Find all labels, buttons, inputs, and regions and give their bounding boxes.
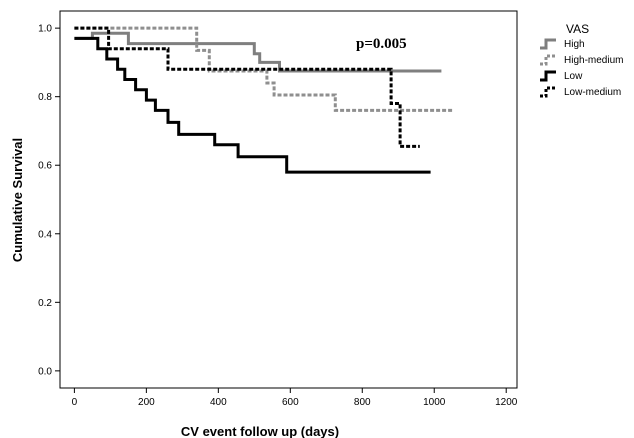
y-tick-label: 0.4 bbox=[38, 229, 52, 240]
x-tick-label: 400 bbox=[210, 397, 227, 408]
series-line-low bbox=[74, 36, 431, 174]
legend-swatch-high-medium bbox=[540, 54, 556, 66]
y-tick-label: 0.0 bbox=[38, 366, 52, 377]
legend-items: High High-medium Low Low-medium bbox=[540, 38, 623, 98]
x-tick-label: 1000 bbox=[423, 397, 446, 408]
series-line-low-medium bbox=[74, 26, 420, 148]
legend-label: High bbox=[564, 39, 585, 50]
plot-area-frame bbox=[59, 10, 518, 389]
p-value-annotation: p=0.005 bbox=[356, 36, 407, 52]
y-axis-title: Cumulative Survival bbox=[10, 138, 25, 262]
y-tick-label: 0.6 bbox=[38, 161, 52, 172]
x-tick-label: 1200 bbox=[495, 397, 518, 408]
y-tick-label: 1.0 bbox=[38, 24, 52, 35]
x-tick-label: 200 bbox=[138, 397, 155, 408]
legend-label: Low-medium bbox=[564, 87, 621, 98]
y-tick-label: 0.2 bbox=[38, 298, 52, 309]
legend-label: Low bbox=[564, 71, 583, 82]
x-tick-label: 0 bbox=[72, 397, 78, 408]
x-axis-title: CV event follow up (days) bbox=[181, 424, 339, 438]
legend: VAS High High-medium Low Low-medium bbox=[540, 22, 623, 98]
legend-title: VAS bbox=[566, 22, 589, 36]
y-tick-label: 0.8 bbox=[38, 92, 52, 103]
series-line-high-medium bbox=[74, 26, 453, 112]
axis-ticks: 0 200 400 600 800 1000 1200 0.0 0.2 0.4 0.6 0.8 1.0 bbox=[38, 24, 518, 408]
legend-swatch-high bbox=[540, 38, 556, 50]
legend-swatch-low-medium bbox=[540, 86, 556, 98]
x-tick-label: 600 bbox=[282, 397, 299, 408]
legend-label: High-medium bbox=[564, 55, 623, 66]
series-line-high bbox=[74, 31, 442, 73]
x-tick-label: 800 bbox=[354, 397, 371, 408]
legend-swatch-low bbox=[540, 70, 556, 82]
series-layer bbox=[74, 26, 453, 174]
